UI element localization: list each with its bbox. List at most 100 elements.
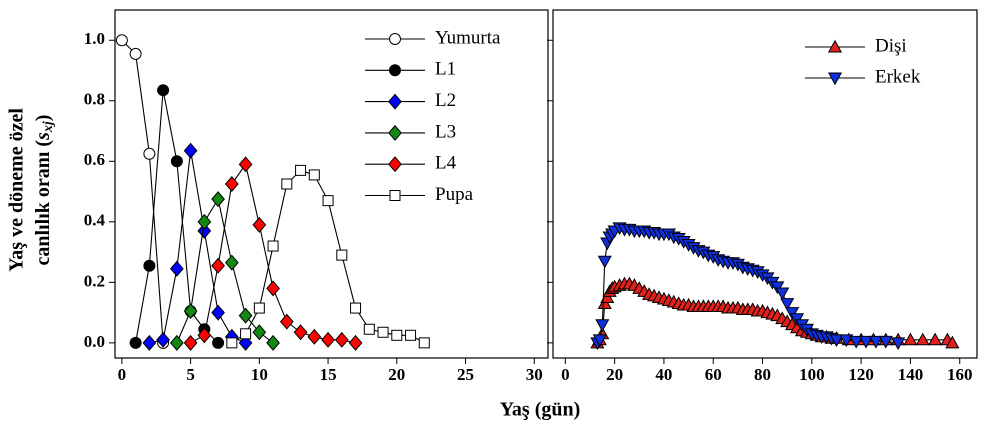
x-tick-label: 120 bbox=[848, 365, 874, 384]
marker bbox=[363, 323, 375, 335]
y-title-text: canlılık oranı ( bbox=[32, 140, 54, 266]
legend-marker bbox=[388, 93, 402, 110]
marker bbox=[903, 332, 918, 346]
marker bbox=[915, 332, 930, 346]
legend-label: Yumurta bbox=[435, 27, 501, 48]
y-tick-label: 0.2 bbox=[84, 271, 105, 290]
marker bbox=[597, 255, 612, 269]
x-tick-label: 15 bbox=[320, 365, 337, 384]
legend-marker bbox=[827, 39, 843, 53]
series-line bbox=[596, 227, 899, 344]
x-tick-label: 40 bbox=[655, 365, 672, 384]
marker bbox=[253, 302, 265, 314]
marker bbox=[143, 259, 156, 272]
marker bbox=[143, 147, 156, 160]
marker bbox=[156, 331, 170, 348]
legend-label: L3 bbox=[435, 121, 456, 142]
legend-label: Erkek bbox=[875, 66, 921, 87]
marker bbox=[211, 257, 225, 274]
x-tick-label: 0 bbox=[561, 365, 570, 384]
marker bbox=[224, 254, 239, 271]
marker bbox=[839, 334, 854, 348]
marker bbox=[157, 84, 170, 97]
marker bbox=[859, 335, 874, 349]
marker bbox=[129, 336, 142, 349]
marker bbox=[169, 260, 184, 277]
legend-marker bbox=[388, 124, 402, 141]
marker bbox=[142, 334, 157, 351]
marker bbox=[592, 334, 607, 348]
marker bbox=[115, 34, 128, 47]
marker bbox=[849, 335, 864, 349]
x-tick-label: 100 bbox=[799, 365, 825, 384]
x-tick-label: 30 bbox=[526, 365, 543, 384]
legend-marker bbox=[389, 64, 401, 77]
marker bbox=[238, 156, 253, 173]
legend-marker bbox=[827, 72, 843, 86]
legend-marker bbox=[389, 33, 401, 45]
marker bbox=[211, 304, 225, 321]
y-tick-label: 0.8 bbox=[84, 90, 105, 109]
marker bbox=[224, 176, 239, 192]
x-tick-label: 25 bbox=[457, 365, 474, 384]
series-line bbox=[121, 39, 164, 343]
marker bbox=[238, 307, 253, 324]
x-axis-title: Yaş (gün) bbox=[500, 399, 581, 421]
x-tick-label: 5 bbox=[186, 365, 195, 384]
legend-label: L1 bbox=[435, 59, 456, 80]
x-tick-label: 20 bbox=[606, 365, 623, 384]
marker bbox=[308, 169, 320, 181]
marker bbox=[322, 195, 334, 207]
marker bbox=[780, 298, 795, 311]
y-axis-title: Yaş ve döneme özel canlılık oranı (sxj) bbox=[6, 108, 57, 272]
x-tick-label: 20 bbox=[388, 365, 405, 384]
marker bbox=[281, 178, 293, 190]
marker bbox=[945, 335, 960, 349]
legend-label: L2 bbox=[435, 90, 456, 111]
marker bbox=[829, 334, 844, 348]
marker bbox=[252, 324, 267, 341]
marker bbox=[377, 326, 389, 338]
legend-label: L4 bbox=[435, 153, 457, 174]
marker bbox=[211, 191, 225, 208]
marker bbox=[293, 324, 308, 341]
marker bbox=[391, 329, 403, 341]
marker bbox=[266, 334, 280, 351]
marker bbox=[240, 328, 252, 340]
marker bbox=[295, 164, 307, 176]
marker bbox=[321, 331, 335, 348]
marker bbox=[183, 142, 198, 159]
legend-label: Pupa bbox=[435, 184, 474, 205]
legend-marker bbox=[389, 190, 401, 201]
plot-frame bbox=[552, 9, 978, 359]
x-tick-label: 140 bbox=[898, 365, 924, 384]
marker bbox=[878, 335, 893, 349]
marker bbox=[267, 240, 279, 252]
plot-frame bbox=[114, 9, 549, 359]
marker bbox=[350, 302, 362, 314]
y-axis-title-line: canlılık oranı (sxj) bbox=[32, 115, 57, 266]
marker bbox=[891, 337, 906, 351]
x-tick-label: 80 bbox=[754, 365, 771, 384]
y-tick-label: 0.4 bbox=[84, 211, 106, 230]
marker bbox=[183, 334, 198, 351]
marker bbox=[928, 332, 943, 346]
y-title-symbol: s bbox=[32, 132, 54, 141]
marker bbox=[169, 334, 184, 351]
marker bbox=[279, 313, 294, 330]
y-axis-title-line: Yaş ve döneme özel bbox=[6, 108, 28, 272]
marker bbox=[348, 334, 363, 351]
y-tick-label: 0.0 bbox=[84, 332, 105, 351]
marker bbox=[307, 328, 322, 345]
y-title-text: ) bbox=[32, 115, 54, 122]
y-tick-label: 1.0 bbox=[84, 29, 105, 48]
marker bbox=[226, 337, 238, 349]
marker bbox=[197, 222, 212, 239]
marker bbox=[418, 337, 430, 349]
marker bbox=[868, 335, 883, 349]
marker bbox=[334, 331, 349, 348]
marker bbox=[266, 280, 280, 297]
marker bbox=[170, 155, 183, 168]
marker bbox=[336, 249, 348, 261]
